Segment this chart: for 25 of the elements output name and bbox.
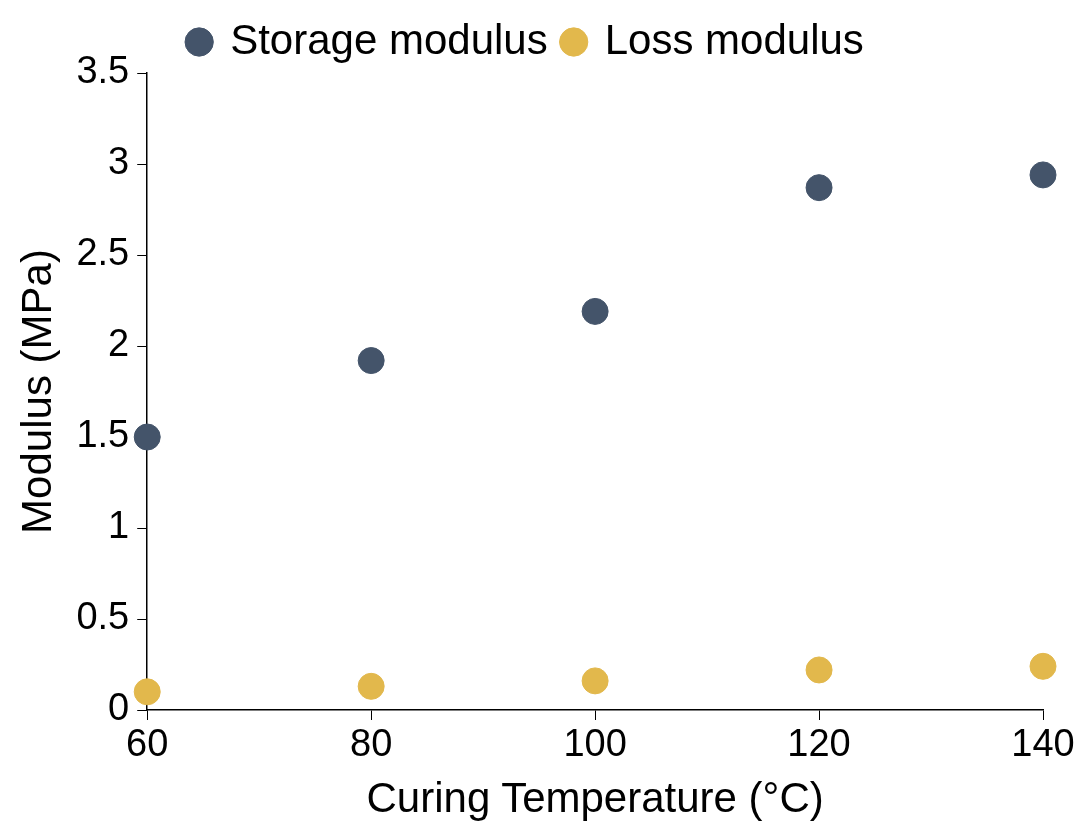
point [581,297,609,325]
y-tick-label: 3.5 [76,49,130,92]
y-tick-label: 2.5 [76,231,130,274]
point [805,656,833,684]
x-tick-label: 100 [563,722,627,765]
x-tick-label: 120 [787,722,851,765]
y-tick-label: 3 [108,140,130,183]
y-tick-label: 1.5 [76,413,130,456]
legend-label: Loss modulus [604,15,864,63]
y-axis-title: Modulus (MPa) [12,249,60,534]
y-tick-label: 2 [108,322,130,365]
legend-label: Storage modulus [230,15,548,63]
point [805,174,833,202]
point [1029,652,1057,680]
point [357,347,385,375]
point [133,678,161,706]
point [133,423,161,451]
y-tick-label: 1 [108,504,130,547]
y-tick-label: 0.5 [76,595,130,638]
point [1029,161,1057,189]
point [357,672,385,700]
x-tick-label: 80 [350,722,393,765]
point [581,667,609,695]
x-tick-label: 140 [1011,722,1075,765]
x-axis-title: Curing Temperature (°C) [366,774,824,822]
